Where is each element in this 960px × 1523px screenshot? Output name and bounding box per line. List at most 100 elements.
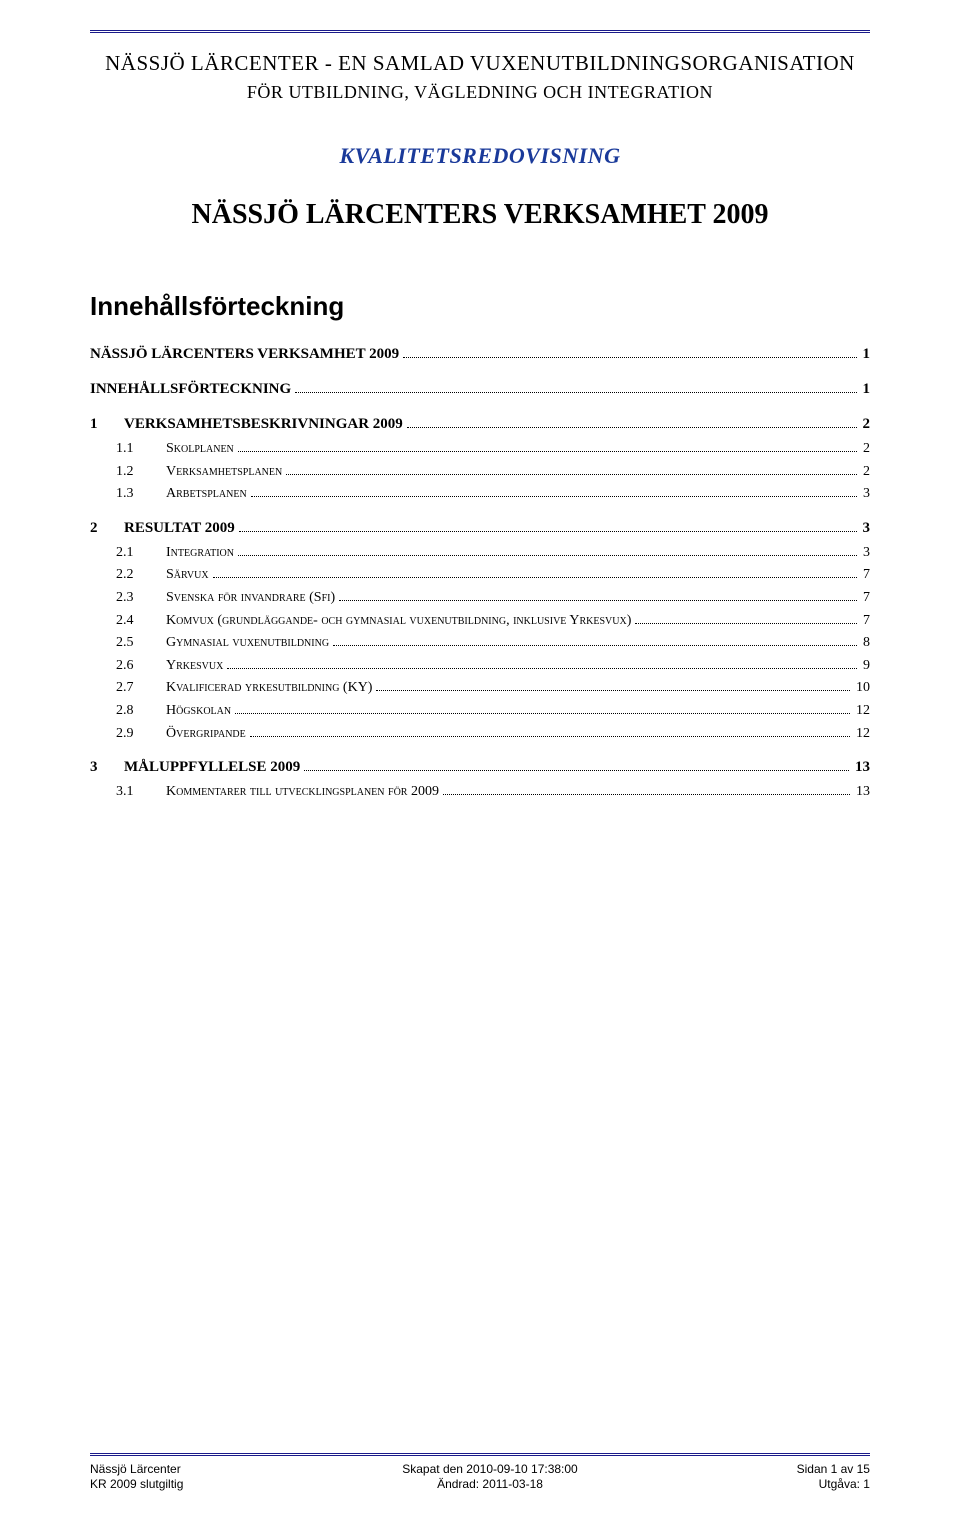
- toc-label: RESULTAT 2009: [124, 518, 235, 539]
- toc-row: 2.2Särvux7: [116, 565, 870, 585]
- toc-page: 2: [863, 414, 871, 435]
- toc-number: 1.3: [116, 484, 150, 504]
- toc-label: Arbetsplanen: [166, 484, 247, 504]
- toc-row: 1 VERKSAMHETSBESKRIVNINGAR 2009 2: [90, 414, 870, 435]
- header-line-2: FÖR UTBILDNING, VÄGLEDNING OCH INTEGRATI…: [90, 82, 870, 103]
- document-header: NÄSSJÖ LÄRCENTER - EN SAMLAD VUXENUTBILD…: [90, 51, 870, 103]
- toc-row: 2.6 Yrkesvux 9: [116, 656, 870, 676]
- page: NÄSSJÖ LÄRCENTER - EN SAMLAD VUXENUTBILD…: [0, 0, 960, 1523]
- toc-leader: [213, 566, 857, 578]
- toc-row: INNEHÅLLSFÖRTECKNING1: [90, 379, 870, 400]
- toc-heading: Innehållsförteckning: [90, 291, 870, 322]
- toc-label: Yrkesvux: [166, 656, 223, 676]
- toc-leader: [251, 485, 857, 497]
- toc-leader: [339, 589, 857, 601]
- footer-rule: [90, 1453, 870, 1456]
- toc-row: NÄSSJÖ LÄRCENTERS VERKSAMHET 2009 1: [90, 344, 870, 365]
- toc-row: 2.4 Komvux (grundläggande- och gymnasial …: [116, 611, 870, 631]
- toc-page: 13: [856, 782, 870, 802]
- toc-leader: [238, 440, 857, 452]
- toc-leader: [239, 519, 857, 532]
- toc-label: Verksamhetsplanen: [166, 462, 282, 482]
- toc-number: 1: [90, 414, 108, 435]
- toc-row: 2.8 Högskolan 12: [116, 701, 870, 721]
- main-title: NÄSSJÖ LÄRCENTERS VERKSAMHET 2009: [90, 199, 870, 231]
- toc-page: 12: [856, 701, 870, 721]
- toc-number: 2.8: [116, 701, 150, 721]
- toc-number: 1.1: [116, 439, 150, 459]
- toc-label: Högskolan: [166, 701, 231, 721]
- toc-leader: [304, 758, 849, 771]
- toc-label: Skolplanen: [166, 439, 234, 459]
- toc-row: 2 RESULTAT 2009 3: [90, 518, 870, 539]
- toc-leader: [227, 657, 857, 669]
- toc-page: 3: [863, 518, 871, 539]
- footer-left-1: Nässjö Lärcenter: [90, 1462, 183, 1478]
- footer-center-1: Skapat den 2010-09-10 17:38:00: [402, 1462, 577, 1478]
- toc-number: 2.7: [116, 678, 150, 698]
- toc-number: 3: [90, 757, 108, 778]
- toc-page: 10: [856, 678, 870, 698]
- toc-label: NÄSSJÖ LÄRCENTERS VERKSAMHET 2009: [90, 344, 399, 365]
- toc-number: 2: [90, 518, 108, 539]
- toc-number: 2.6: [116, 656, 150, 676]
- toc-number: 2.3: [116, 588, 150, 608]
- toc-page: 1: [863, 344, 871, 365]
- toc-label: MÅLUPPFYLLELSE 2009: [124, 757, 300, 778]
- toc-leader: [407, 415, 857, 428]
- footer-center-2: Ändrad: 2011-03-18: [402, 1477, 577, 1493]
- toc-leader: [443, 783, 850, 795]
- toc-label: Gymnasial vuxenutbildning: [166, 633, 329, 653]
- toc-page: 13: [855, 757, 870, 778]
- toc-label: VERKSAMHETSBESKRIVNINGAR 2009: [124, 414, 403, 435]
- page-footer: Nässjö Lärcenter KR 2009 slutgiltig Skap…: [90, 1453, 870, 1493]
- toc-page: 3: [863, 484, 870, 504]
- toc-number: 3.1: [116, 782, 150, 802]
- top-rule: [90, 30, 870, 33]
- toc-label: Kvalificerad yrkesutbildning (KY): [166, 678, 372, 698]
- toc-row: 3 MÅLUPPFYLLELSE 2009 13: [90, 757, 870, 778]
- toc-row: 2.5 Gymnasial vuxenutbildning 8: [116, 633, 870, 653]
- toc-page: 9: [863, 656, 870, 676]
- toc-label: Svenska för invandrare (Sfi): [166, 588, 335, 608]
- toc-number: 2.2: [116, 565, 150, 585]
- toc-page: 8: [863, 633, 870, 653]
- toc-page: 1: [863, 379, 871, 400]
- footer-right: Sidan 1 av 15 Utgåva: 1: [797, 1462, 870, 1493]
- toc-row: 1.2Verksamhetsplanen2: [116, 462, 870, 482]
- toc-page: 7: [863, 565, 870, 585]
- footer-left: Nässjö Lärcenter KR 2009 slutgiltig: [90, 1462, 183, 1493]
- toc-page: 2: [863, 439, 870, 459]
- toc-number: 2.1: [116, 543, 150, 563]
- table-of-contents: NÄSSJÖ LÄRCENTERS VERKSAMHET 20091INNEHÅ…: [90, 344, 870, 802]
- toc-row: 3.1 Kommentarer till utvecklingsplanen fö…: [116, 782, 870, 802]
- toc-page: 7: [863, 588, 870, 608]
- toc-page: 3: [863, 543, 870, 563]
- toc-row: 1.1 Skolplanen 2: [116, 439, 870, 459]
- toc-leader: [238, 544, 857, 556]
- toc-number: 2.4: [116, 611, 150, 631]
- toc-leader: [250, 724, 850, 736]
- toc-number: 2.5: [116, 633, 150, 653]
- footer-columns: Nässjö Lärcenter KR 2009 slutgiltig Skap…: [90, 1462, 870, 1493]
- footer-center: Skapat den 2010-09-10 17:38:00 Ändrad: 2…: [402, 1462, 577, 1493]
- toc-leader: [635, 611, 857, 623]
- toc-row: 2.1 Integration 3: [116, 543, 870, 563]
- kvalitet-heading: KVALITETSREDOVISNING: [90, 143, 870, 169]
- toc-label: Integration: [166, 543, 234, 563]
- toc-label: Övergripande: [166, 724, 246, 744]
- toc-leader: [403, 345, 856, 358]
- toc-leader: [286, 462, 857, 474]
- footer-right-1: Sidan 1 av 15: [797, 1462, 870, 1478]
- toc-leader: [295, 380, 856, 393]
- toc-leader: [333, 634, 857, 646]
- toc-row: 2.9Övergripande12: [116, 724, 870, 744]
- toc-leader: [376, 679, 850, 691]
- toc-row: 2.7 Kvalificerad yrkesutbildning (KY) 10: [116, 678, 870, 698]
- toc-page: 2: [863, 462, 870, 482]
- toc-label: Komvux (grundläggande- och gymnasial vux…: [166, 611, 631, 631]
- toc-page: 12: [856, 724, 870, 744]
- toc-label: Kommentarer till utvecklingsplanen för 2…: [166, 782, 439, 802]
- footer-right-2: Utgåva: 1: [797, 1477, 870, 1493]
- toc-row: 2.3 Svenska för invandrare (Sfi) 7: [116, 588, 870, 608]
